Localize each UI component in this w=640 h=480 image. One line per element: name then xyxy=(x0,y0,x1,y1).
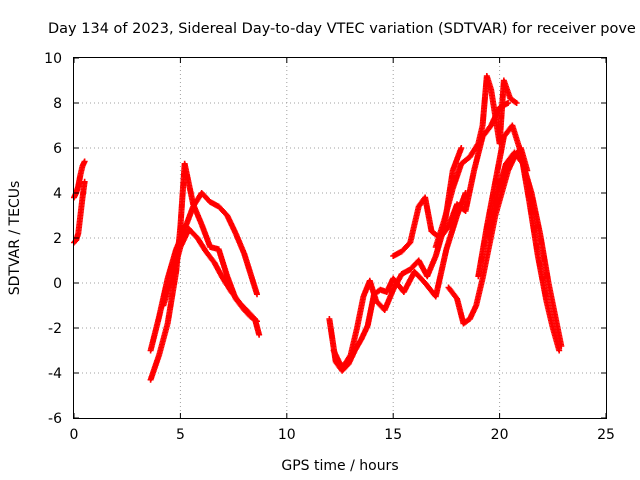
data-point xyxy=(505,100,512,106)
x-tick-label: 5 xyxy=(176,427,185,443)
y-tick-label: 8 xyxy=(53,96,62,112)
y-tick-label: 0 xyxy=(53,276,62,292)
axis-ticks: 0 5 10 15 20 25 -6 -4 -2 0 2 4 6 8 10 xyxy=(44,51,615,443)
data-point xyxy=(81,158,88,165)
plot-frame xyxy=(73,57,607,419)
chart-title: Day 134 of 2023, Sidereal Day-to-day VTE… xyxy=(48,21,636,37)
data-points xyxy=(71,73,565,383)
y-tick-label: 2 xyxy=(53,231,62,247)
y-tick-label: -6 xyxy=(48,411,62,427)
data-point xyxy=(556,347,563,354)
y-tick-label: 4 xyxy=(53,186,62,202)
x-axis-label: GPS time / hours xyxy=(281,458,398,474)
x-tick-label: 25 xyxy=(597,427,615,443)
y-tick-label: -4 xyxy=(48,366,62,382)
grid-lines xyxy=(74,58,606,418)
data-point xyxy=(513,100,520,106)
y-axis-label: SDTVAR / TECUs xyxy=(7,181,23,296)
y-tick-label: -2 xyxy=(48,321,62,337)
series-sat-l xyxy=(485,149,565,349)
data-point xyxy=(256,331,263,338)
x-tick-label: 10 xyxy=(278,427,296,443)
series-sat-b xyxy=(71,178,88,246)
y-tick-label: 10 xyxy=(44,51,62,67)
data-point xyxy=(81,178,88,185)
x-tick-label: 0 xyxy=(70,427,79,443)
data-point xyxy=(458,145,465,151)
x-tick-label: 20 xyxy=(491,427,509,443)
x-tick-label: 15 xyxy=(384,427,402,443)
data-point xyxy=(558,343,565,349)
y-tick-label: 6 xyxy=(53,141,62,157)
data-point xyxy=(254,291,261,298)
series-sat-e xyxy=(160,226,263,338)
